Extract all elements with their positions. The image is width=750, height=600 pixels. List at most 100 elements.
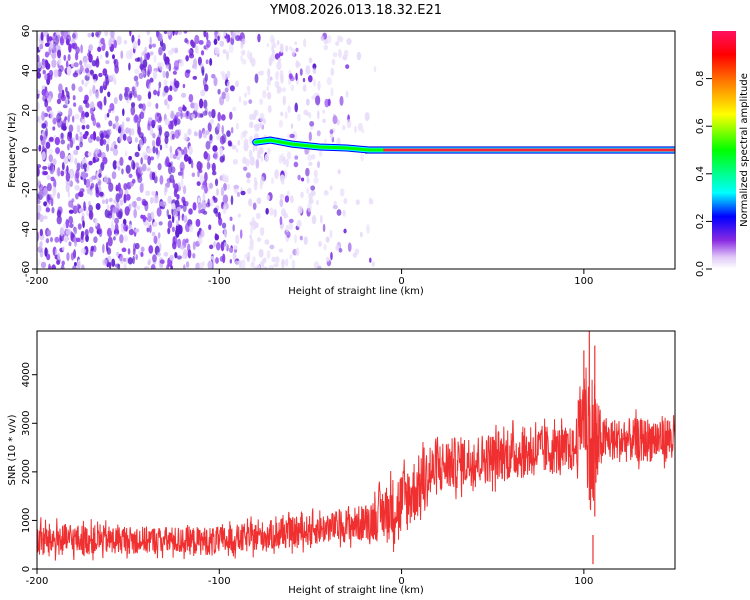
noise-speck	[313, 176, 319, 184]
noise-speck	[111, 54, 115, 60]
noise-speck	[123, 183, 128, 191]
noise-speck	[92, 84, 96, 95]
noise-speck	[168, 62, 172, 72]
noise-speck	[134, 68, 140, 75]
noise-speck	[266, 194, 270, 201]
noise-speck	[147, 155, 151, 166]
noise-speck	[43, 187, 49, 197]
spectrogram-ridge	[252, 136, 675, 154]
noise-speck	[305, 65, 311, 75]
noise-speck	[74, 52, 79, 61]
spectrogram-x-ticks: -200 -100 0 100	[26, 269, 593, 287]
noise-speck	[284, 111, 288, 120]
noise-speck	[108, 74, 112, 82]
noise-speck	[371, 260, 375, 267]
noise-speck	[288, 218, 294, 224]
x-tick-label: -200	[26, 576, 49, 587]
noise-speck	[51, 206, 55, 214]
noise-speck	[203, 152, 208, 159]
noise-speck	[200, 50, 205, 56]
noise-speck	[326, 35, 332, 44]
noise-speck	[144, 46, 148, 54]
noise-speck	[159, 115, 162, 122]
noise-speck	[68, 107, 73, 117]
noise-speck	[136, 205, 141, 211]
noise-speck	[116, 35, 122, 46]
noise-speck	[45, 141, 51, 150]
colorbar-tick-label: 0.6	[695, 118, 706, 134]
noise-speck	[68, 241, 72, 247]
noise-speck	[201, 201, 207, 211]
noise-speck	[249, 221, 254, 226]
noise-speck	[209, 244, 214, 250]
noise-speck	[44, 73, 48, 81]
noise-speck	[305, 167, 310, 177]
noise-speck	[259, 227, 265, 236]
noise-speck	[113, 96, 118, 105]
noise-speck	[182, 106, 187, 112]
noise-speck	[86, 210, 89, 216]
noise-speck	[267, 68, 271, 78]
noise-speck	[260, 70, 264, 76]
noise-speck	[289, 254, 293, 260]
noise-speck	[59, 35, 65, 46]
noise-speck	[126, 135, 132, 143]
noise-speck	[139, 183, 144, 194]
noise-speck	[171, 214, 175, 224]
noise-speck	[337, 169, 341, 175]
noise-speck	[219, 146, 223, 157]
noise-speck	[41, 151, 46, 161]
noise-speck	[223, 31, 227, 37]
noise-speck	[41, 111, 46, 121]
noise-speck	[67, 143, 70, 151]
noise-speck	[166, 209, 169, 217]
noise-speck	[264, 153, 270, 163]
noise-speck	[246, 256, 250, 262]
noise-speck	[80, 44, 83, 54]
noise-speck	[61, 162, 65, 171]
noise-speck	[37, 89, 41, 95]
noise-speck	[250, 261, 255, 268]
noise-speck	[225, 174, 229, 184]
noise-speck	[240, 131, 244, 140]
noise-speck	[336, 209, 342, 216]
noise-speck	[137, 175, 143, 184]
noise-speck	[114, 121, 119, 131]
noise-speck	[37, 68, 41, 73]
noise-speck	[70, 169, 74, 180]
noise-speck	[85, 102, 90, 109]
noise-speck	[99, 191, 104, 197]
noise-speck	[323, 243, 327, 251]
noise-speck	[268, 264, 274, 269]
noise-speck	[289, 133, 295, 139]
noise-speck	[313, 169, 318, 178]
noise-speck	[107, 255, 112, 263]
noise-speck	[181, 149, 185, 156]
noise-speck	[332, 115, 338, 125]
noise-speck	[114, 223, 119, 233]
noise-speck	[114, 217, 120, 225]
noise-speck	[104, 31, 109, 37]
noise-speck	[346, 119, 352, 129]
noise-speck	[325, 256, 330, 262]
noise-speck	[294, 102, 298, 113]
noise-speck	[99, 130, 104, 138]
noise-speck	[71, 115, 75, 123]
noise-speck	[116, 160, 121, 169]
noise-speck	[373, 65, 377, 73]
noise-speck	[53, 43, 56, 53]
noise-speck	[164, 118, 170, 126]
noise-speck	[275, 256, 280, 264]
noise-speck	[95, 136, 100, 142]
noise-speck	[132, 40, 138, 50]
noise-speck	[297, 174, 301, 181]
noise-speck	[204, 84, 209, 92]
noise-speck	[248, 245, 254, 251]
noise-speck	[107, 137, 110, 144]
noise-speck	[370, 198, 374, 205]
noise-speck	[133, 89, 137, 99]
noise-speck	[171, 226, 175, 233]
noise-speck	[127, 248, 131, 255]
noise-speck	[54, 236, 60, 243]
noise-speck	[121, 247, 127, 253]
